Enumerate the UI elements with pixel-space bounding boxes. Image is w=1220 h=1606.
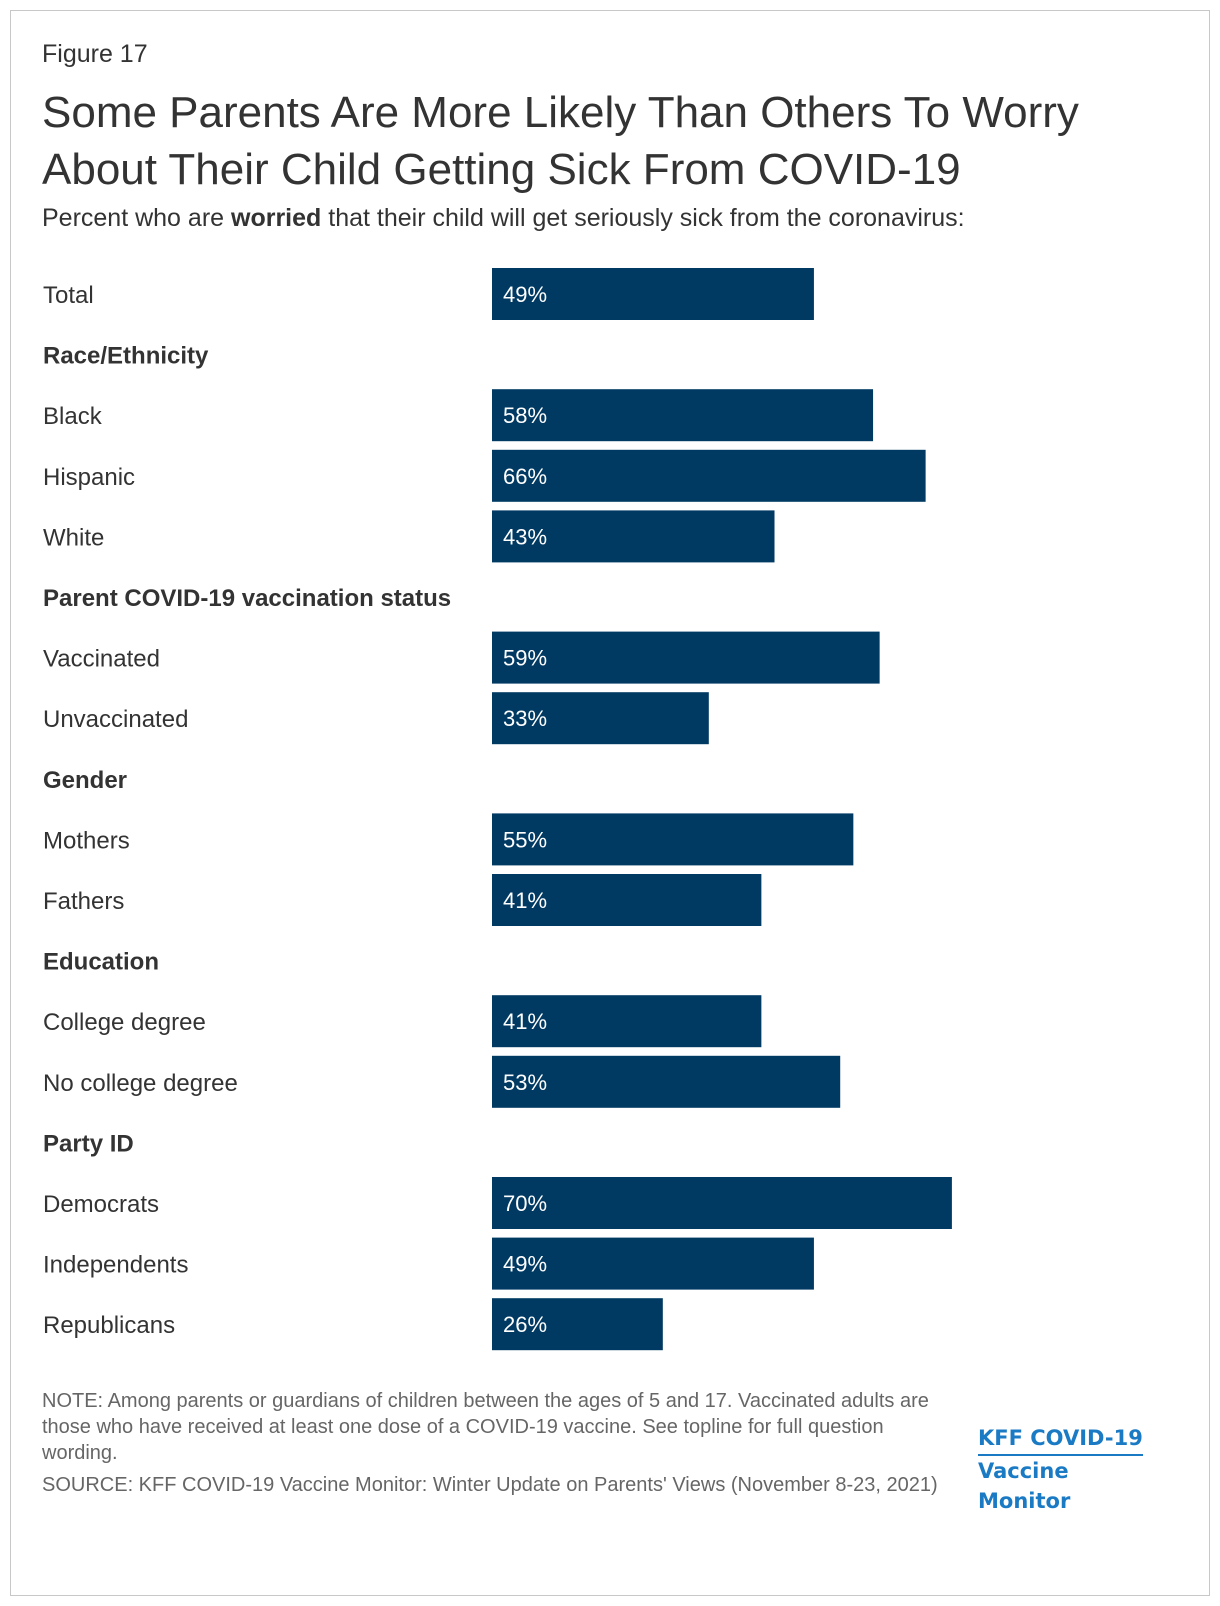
chart-source: SOURCE: KFF COVID-19 Vaccine Monitor: Wi… — [42, 1474, 938, 1496]
subtitle-before: Percent who are — [42, 204, 231, 232]
subtitle-after: that their child will get seriously sick… — [321, 204, 965, 232]
bar-independents — [492, 1237, 814, 1290]
data-label-black: 58% — [503, 403, 547, 428]
bar-chart: Total 49% Race/Ethnicity Black 58% Hispanic 66… — [43, 268, 952, 1351]
row-label-black: Black — [43, 403, 103, 430]
data-label-college-degree: 41% — [503, 1009, 547, 1034]
bar-black — [492, 389, 874, 442]
row-label-total: Total — [43, 282, 94, 309]
bar-mothers — [492, 813, 854, 866]
logo-line1: KFF COVID-19 — [978, 1424, 1143, 1456]
data-label-hispanic: 66% — [503, 464, 547, 489]
data-label-vaccinated: 59% — [503, 646, 547, 671]
row-label-vaccinated: Vaccinated — [43, 646, 160, 673]
chart-title: Some Parents Are More Likely Than Others… — [42, 88, 1079, 194]
bar-college-degree — [492, 995, 762, 1048]
group-label-gender: Gender — [43, 767, 127, 794]
chart-subtitle: Percent who are worried that their child… — [42, 204, 965, 233]
row-label-hispanic: Hispanic — [43, 464, 135, 491]
data-label-mothers: 55% — [503, 827, 547, 852]
figure-frame — [10, 10, 1210, 1596]
bar-no-college-degree — [492, 1055, 841, 1108]
row-label-college-degree: College degree — [43, 1009, 206, 1036]
data-label-white: 43% — [503, 524, 547, 549]
bar-democrats — [492, 1177, 952, 1229]
row-label-fathers: Fathers — [43, 888, 124, 915]
row-label-democrats: Democrats — [43, 1191, 159, 1218]
kff-logo: KFF COVID-19 Vaccine Monitor — [978, 1424, 1158, 1516]
bar-fathers — [492, 874, 762, 926]
data-label-unvaccinated: 33% — [503, 706, 547, 731]
group-label-race-ethnicity: Race/Ethnicity — [43, 343, 209, 370]
bar-total — [492, 268, 814, 320]
bar-hispanic — [492, 449, 926, 502]
data-label-total: 49% — [503, 282, 547, 307]
data-label-democrats: 70% — [503, 1191, 547, 1216]
group-label-education: Education — [43, 949, 159, 976]
subtitle-bold: worried — [231, 204, 322, 232]
group-label-party-id: Party ID — [43, 1130, 134, 1157]
group-label-parent-covid-19-vaccination-status: Parent COVID-19 vaccination status — [43, 585, 451, 612]
figure-label: Figure 17 — [42, 40, 148, 68]
row-label-independents: Independents — [43, 1252, 188, 1279]
row-label-unvaccinated: Unvaccinated — [43, 706, 188, 733]
row-label-mothers: Mothers — [43, 827, 130, 854]
row-label-republicans: Republicans — [43, 1312, 175, 1339]
data-label-independents: 49% — [503, 1252, 547, 1277]
chart-note: NOTE: Among parents or guardians of chil… — [42, 1390, 929, 1464]
data-label-no-college-degree: 53% — [503, 1070, 547, 1095]
data-label-republicans: 26% — [503, 1312, 547, 1337]
bar-unvaccinated — [492, 692, 709, 745]
row-label-white: White — [43, 524, 104, 551]
bar-white — [492, 510, 775, 563]
logo-line2: Vaccine Monitor — [978, 1459, 1071, 1513]
bar-republicans — [492, 1298, 663, 1351]
bar-vaccinated — [492, 631, 880, 684]
data-label-fathers: 41% — [503, 888, 547, 913]
row-label-no-college-degree: No college degree — [43, 1070, 238, 1097]
